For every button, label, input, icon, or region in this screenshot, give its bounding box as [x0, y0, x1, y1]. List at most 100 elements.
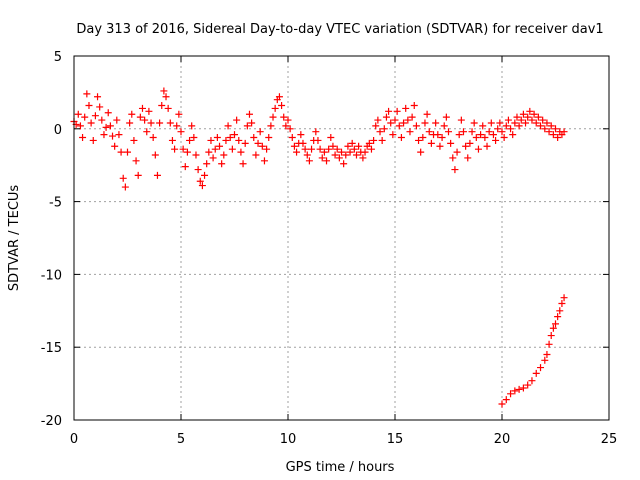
data-point [509, 131, 517, 139]
data-point [526, 107, 534, 115]
data-point [263, 145, 271, 153]
data-point [481, 134, 489, 142]
data-point [442, 113, 450, 121]
x-tick-label: 25 [601, 432, 618, 447]
data-point [156, 119, 164, 127]
data-point [327, 134, 335, 142]
data-point [166, 119, 174, 127]
data-point [346, 148, 354, 156]
data-point [305, 157, 313, 165]
data-point [344, 142, 352, 150]
data-point [239, 160, 247, 168]
data-point [412, 122, 420, 130]
data-point [530, 110, 538, 118]
data-point [233, 116, 241, 124]
data-point [440, 122, 448, 130]
data-point [445, 128, 452, 136]
data-point [207, 136, 215, 144]
data-point [301, 145, 309, 153]
data-point [524, 113, 532, 121]
data-point [423, 110, 431, 118]
data-point [425, 128, 433, 136]
data-point [378, 136, 386, 144]
data-point [196, 177, 204, 185]
data-point [335, 154, 343, 162]
data-point [282, 122, 290, 130]
data-point [141, 116, 149, 124]
data-point [500, 134, 508, 142]
data-point [89, 136, 97, 144]
x-tick-label: 0 [70, 432, 78, 447]
data-point [532, 119, 540, 127]
data-point [329, 142, 337, 150]
data-point [316, 145, 324, 153]
data-point [541, 125, 549, 133]
data-point [393, 107, 401, 115]
y-tick-label: -5 [49, 196, 62, 211]
data-point [278, 102, 286, 110]
data-point [528, 377, 536, 385]
data-point [235, 136, 243, 144]
data-point [100, 131, 108, 139]
data-point [175, 110, 183, 118]
data-point [256, 128, 264, 136]
data-point [451, 166, 459, 174]
data-point [504, 116, 512, 124]
data-point [432, 119, 440, 127]
data-point [385, 107, 393, 115]
tick-labels: 0 5 10 15 20 25 5 0 -5 -10 -15 -20 [41, 50, 618, 447]
data-point [218, 160, 226, 168]
data-point [162, 93, 170, 101]
data-point [472, 134, 480, 142]
data-point [522, 119, 530, 127]
data-point [145, 107, 153, 115]
data-point [462, 142, 470, 150]
data-point [190, 134, 198, 142]
data-point [498, 400, 506, 408]
data-point [224, 122, 232, 130]
data-point [494, 125, 502, 133]
data-point [119, 174, 127, 182]
x-axis-label: GPS time / hours [286, 460, 395, 475]
data-point [511, 387, 519, 395]
data-point [173, 122, 181, 130]
data-point [545, 340, 553, 348]
data-point [404, 116, 412, 124]
data-point [102, 123, 110, 131]
data-point [115, 131, 123, 139]
data-point [231, 131, 238, 139]
data-point [260, 157, 268, 165]
data-point [271, 104, 279, 112]
data-point [211, 145, 219, 153]
data-point [254, 139, 262, 147]
data-point [130, 136, 138, 144]
data-point [543, 119, 551, 127]
data-point [468, 128, 476, 136]
data-point [168, 136, 176, 144]
data-point [209, 154, 217, 162]
data-point [226, 134, 234, 142]
data-point [400, 119, 408, 127]
data-point [113, 116, 121, 124]
data-point [203, 160, 211, 168]
data-point [220, 151, 228, 159]
data-point [519, 110, 527, 118]
data-point [85, 102, 93, 110]
data-point [539, 116, 547, 124]
data-point [314, 136, 322, 144]
data-point [370, 136, 378, 144]
data-point [560, 128, 568, 136]
data-point [136, 113, 144, 121]
data-point [280, 113, 288, 121]
data-marks [70, 87, 568, 408]
y-tick-label: -20 [41, 414, 62, 429]
data-point [519, 384, 527, 392]
plot-frame [73, 55, 610, 421]
data-point [194, 166, 202, 174]
data-point [415, 136, 423, 144]
data-point [269, 113, 277, 121]
data-point [98, 116, 106, 124]
data-point [91, 112, 99, 120]
data-point [164, 104, 172, 112]
data-point [243, 122, 251, 130]
